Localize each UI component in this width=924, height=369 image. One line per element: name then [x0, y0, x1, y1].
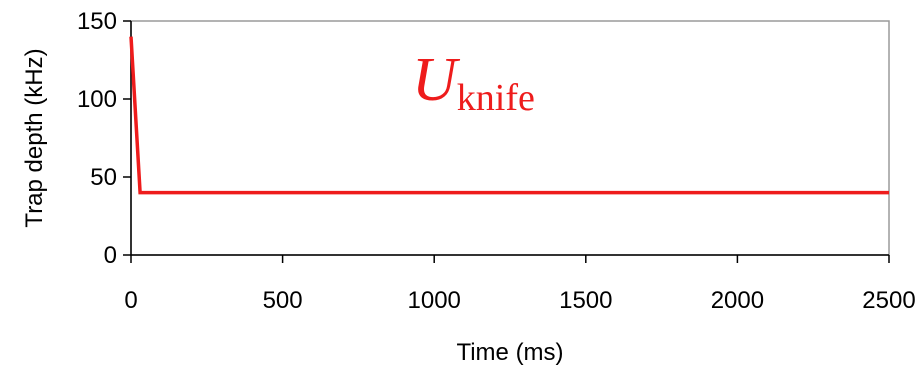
y-tick-label: 50 [90, 164, 117, 191]
y-tick-label: 100 [77, 86, 117, 113]
x-tick-label: 1500 [559, 287, 612, 314]
x-tick-label: 0 [124, 287, 137, 314]
annotation-label: Uknife [412, 46, 535, 119]
series-layer [129, 36, 889, 195]
series-line-0 [129, 36, 889, 195]
annotation-subscript: knife [457, 77, 535, 119]
x-tick-label: 2500 [862, 287, 915, 314]
x-axis-title: Time (ms) [456, 339, 563, 366]
y-axis-title: Trap depth (kHz) [21, 48, 48, 227]
plot-area-frame [130, 20, 890, 256]
x-axis: 0 500 1000 1500 2000 2500 [124, 255, 916, 314]
y-tick-label: 150 [77, 8, 117, 35]
annotation-main: U [412, 46, 461, 114]
x-tick-label: 500 [263, 287, 303, 314]
y-axis: 0 50 100 150 [77, 8, 131, 269]
y-tick-label: 0 [104, 242, 117, 269]
x-tick-label: 1000 [408, 287, 461, 314]
x-tick-label: 2000 [711, 287, 764, 314]
